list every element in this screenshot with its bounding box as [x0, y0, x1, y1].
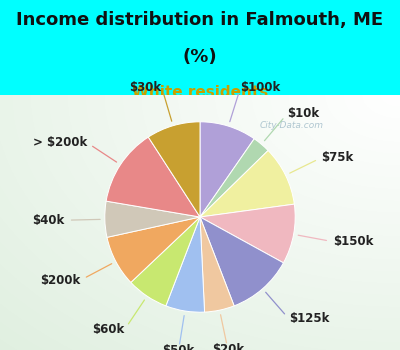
Wedge shape — [131, 217, 200, 306]
Wedge shape — [200, 217, 284, 306]
Text: $50k: $50k — [162, 344, 195, 350]
Text: Income distribution in Falmouth, ME: Income distribution in Falmouth, ME — [16, 10, 384, 29]
Wedge shape — [166, 217, 204, 312]
Text: $60k: $60k — [92, 323, 125, 336]
Text: City-Data.com: City-Data.com — [260, 121, 324, 130]
Wedge shape — [200, 139, 268, 217]
Text: $20k: $20k — [212, 343, 244, 350]
Text: $75k: $75k — [322, 151, 354, 164]
Text: $30k: $30k — [130, 81, 162, 94]
Text: $150k: $150k — [333, 235, 373, 248]
Wedge shape — [200, 150, 294, 217]
Wedge shape — [107, 217, 200, 282]
Wedge shape — [200, 217, 234, 312]
Text: > $200k: > $200k — [33, 136, 87, 149]
Wedge shape — [105, 201, 200, 237]
Wedge shape — [200, 204, 295, 263]
Text: $10k: $10k — [287, 107, 319, 120]
Text: $200k: $200k — [40, 274, 80, 287]
Wedge shape — [200, 122, 254, 217]
Text: $125k: $125k — [289, 312, 329, 326]
Text: (%): (%) — [183, 48, 217, 66]
Text: $40k: $40k — [33, 214, 65, 227]
Wedge shape — [106, 137, 200, 217]
Text: White residents: White residents — [132, 85, 268, 100]
Text: $100k: $100k — [240, 82, 280, 95]
Wedge shape — [148, 122, 200, 217]
